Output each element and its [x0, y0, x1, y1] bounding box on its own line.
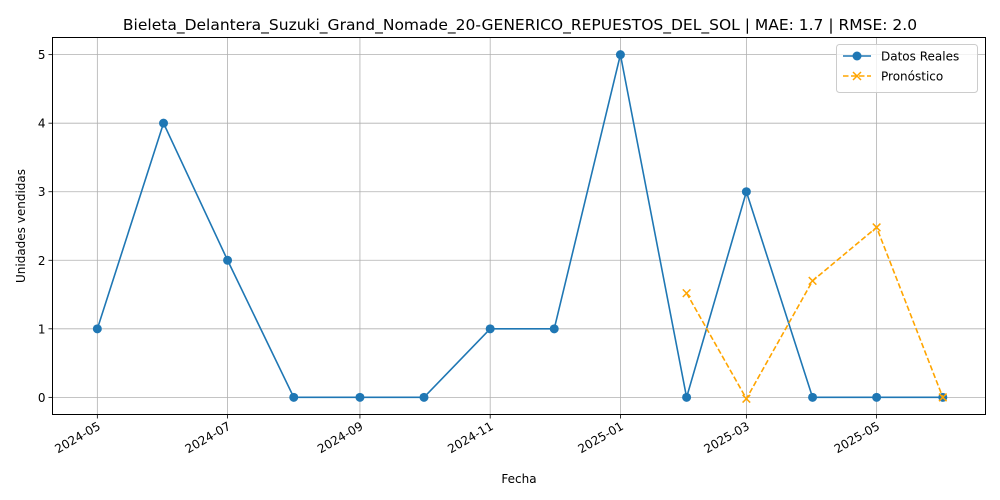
data-point-datos-reales: [808, 392, 818, 402]
y-tick-label: 5: [38, 48, 46, 62]
data-point-datos-reales: [615, 50, 625, 60]
data-point-pronostico: [742, 394, 751, 404]
data-point-datos-reales: [872, 392, 882, 402]
data-point-datos-reales: [92, 324, 102, 334]
x-axis-label: Fecha: [501, 472, 536, 486]
y-tick-label: 1: [38, 322, 46, 336]
legend: Datos Reales Pronóstico: [836, 44, 978, 93]
y-tick-label: 3: [38, 185, 46, 199]
data-point-datos-reales: [223, 255, 233, 265]
plot-area-frame: [52, 37, 986, 415]
data-point-pronostico: [872, 223, 881, 232]
legend-label-pronostico: Pronóstico: [881, 70, 943, 84]
data-point-datos-reales: [485, 324, 495, 334]
data-point-datos-reales: [682, 392, 692, 402]
legend-box: [836, 44, 978, 93]
y-tick-label: 2: [38, 254, 46, 268]
data-point-pronostico: [682, 288, 691, 298]
legend-label-datos-reales: Datos Reales: [881, 50, 959, 64]
y-axis-label: Unidades vendidas: [14, 169, 28, 283]
data-point-datos-reales: [289, 392, 299, 402]
grid: [52, 37, 986, 415]
data-point-datos-reales: [159, 118, 169, 128]
legend-marker-datos-reales: [852, 51, 862, 61]
data-point-datos-reales: [741, 187, 751, 197]
data-point-datos-reales: [419, 392, 429, 402]
data-point-datos-reales: [549, 324, 559, 334]
y-tick-label: 4: [38, 117, 46, 131]
series-layer: [92, 50, 948, 404]
y-tick-label: 0: [38, 391, 46, 405]
data-point-datos-reales: [355, 392, 365, 402]
chart-title: Bieleta_Delantera_Suzuki_Grand_Nomade_20…: [123, 16, 917, 35]
data-point-pronostico: [938, 393, 948, 402]
legend-marker-pronostico: [852, 71, 862, 81]
data-point-pronostico: [808, 276, 817, 286]
series-line-datos-reales: [96, 53, 943, 399]
